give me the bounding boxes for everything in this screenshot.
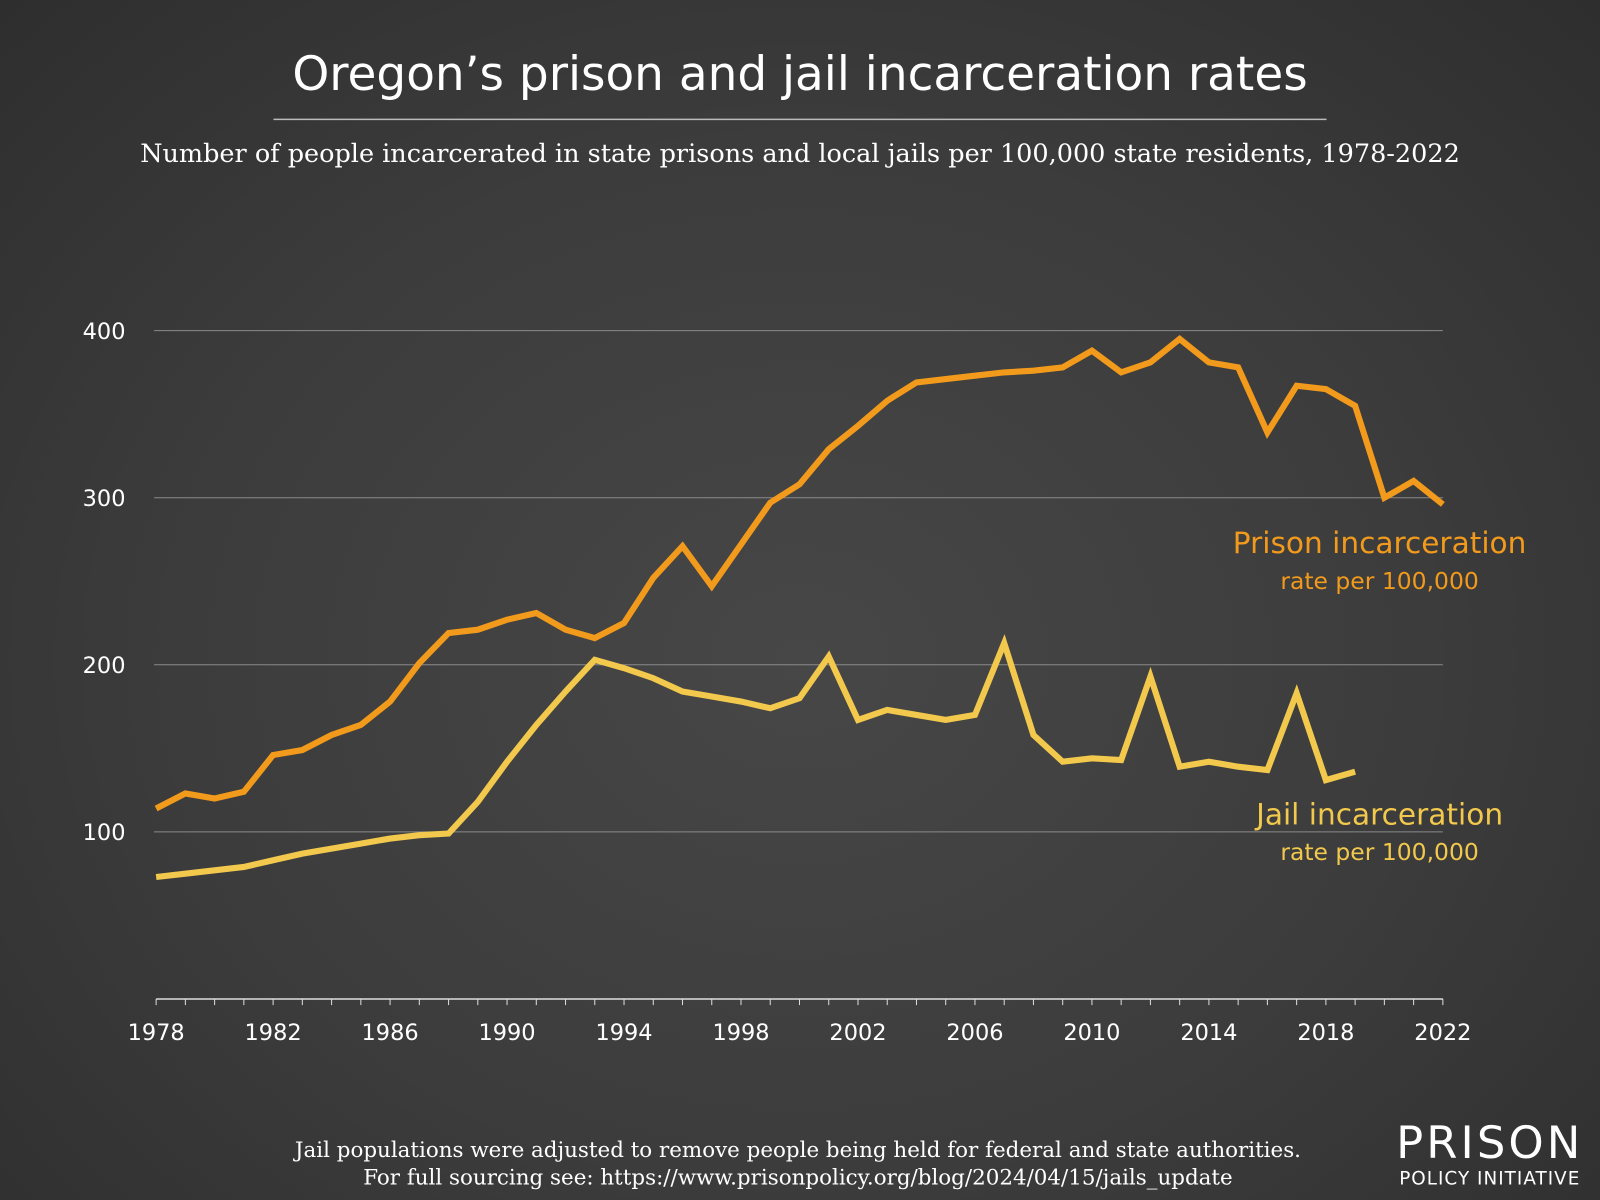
x-tick-label: 2002: [829, 1020, 886, 1046]
prison-series-sublabel: rate per 100,000: [1280, 567, 1479, 595]
x-tick-label: 2010: [1063, 1020, 1120, 1046]
x-tick-label: 2006: [946, 1020, 1003, 1046]
y-axis: 100 200 300 400: [83, 319, 126, 846]
gridlines: [154, 330, 1443, 833]
jail-series-sublabel: rate per 100,000: [1280, 838, 1479, 866]
prison-policy-initiative-logo: PRISON POLICY INITIATIVE: [1396, 1116, 1583, 1190]
prison-series-label: Prison incarceration: [1233, 526, 1527, 560]
x-tick-label: 1994: [595, 1020, 652, 1046]
footnote-line-1: Jail populations were adjusted to remove…: [293, 1138, 1301, 1163]
x-tick-label: 1982: [245, 1020, 302, 1046]
footnote-line-2: For full sourcing see: https://www.priso…: [363, 1166, 1232, 1191]
x-tick-label: 2014: [1180, 1020, 1237, 1046]
x-tick-label: 2022: [1414, 1020, 1471, 1046]
x-tick-label: 1978: [128, 1020, 185, 1046]
prison-series-line: [154, 335, 1445, 812]
x-axis: 1978 1982 1986 1990 1994 1998 2002 2006 2010 2014…: [128, 998, 1471, 1046]
x-tick-label: 1990: [478, 1020, 535, 1046]
chart-title: Oregon’s prison and jail incarceration r…: [292, 47, 1307, 102]
logo-line-1: PRISON: [1396, 1116, 1583, 1169]
y-tick-label: 400: [83, 319, 126, 345]
y-tick-label: 100: [83, 820, 126, 846]
jail-series-label: Jail incarceration: [1254, 797, 1503, 831]
series-lines: [154, 335, 1445, 881]
x-tick-label: 1998: [712, 1020, 769, 1046]
jail-series-line: [155, 634, 1356, 881]
x-tick-label: 1986: [362, 1020, 419, 1046]
y-tick-label: 300: [83, 486, 126, 512]
chart-subtitle: Number of people incarcerated in state p…: [140, 139, 1460, 169]
y-tick-label: 200: [83, 653, 126, 679]
x-tick-label: 2018: [1297, 1020, 1354, 1046]
logo-line-2: POLICY INITIATIVE: [1399, 1169, 1580, 1190]
